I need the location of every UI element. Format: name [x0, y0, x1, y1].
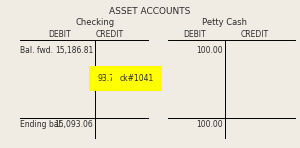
Text: ASSET ACCOUNTS: ASSET ACCOUNTS: [109, 7, 191, 16]
Text: 15,093.06: 15,093.06: [54, 120, 93, 129]
Text: DEBIT: DEBIT: [184, 30, 206, 39]
Text: Bal. fwd.: Bal. fwd.: [20, 46, 53, 55]
Text: 100.00: 100.00: [196, 120, 223, 129]
Text: Checking: Checking: [75, 18, 115, 27]
Text: 100.00: 100.00: [196, 46, 223, 55]
Text: CREDIT: CREDIT: [241, 30, 269, 39]
Text: Ending bal.: Ending bal.: [20, 120, 63, 129]
Text: 93.75: 93.75: [97, 74, 119, 83]
Text: CREDIT: CREDIT: [96, 30, 124, 39]
Text: 15,186.81: 15,186.81: [55, 46, 93, 55]
Text: DEBIT: DEBIT: [49, 30, 71, 39]
Text: ck#1041: ck#1041: [120, 74, 154, 83]
Text: Petty Cash: Petty Cash: [202, 18, 247, 27]
